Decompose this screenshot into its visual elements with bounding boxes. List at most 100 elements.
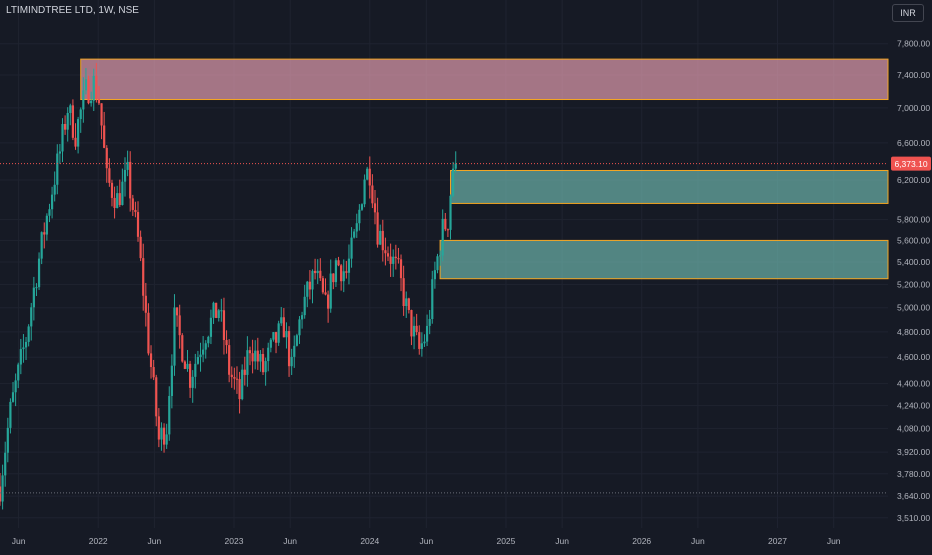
- candle-body: [175, 307, 179, 316]
- candle-body: [282, 317, 285, 338]
- candle-body: [373, 203, 377, 213]
- candle-body: [74, 137, 77, 147]
- candle-body: [58, 151, 61, 154]
- candle-body: [222, 310, 226, 341]
- candle-body: [371, 185, 374, 204]
- y-tick-label: 4,240.00: [897, 401, 930, 411]
- symbol-title: LTIMINDTREE LTD, 1W, NSE: [6, 5, 139, 16]
- y-tick-label: 5,000.00: [897, 303, 930, 313]
- candle-body: [277, 323, 280, 343]
- candle-body: [254, 350, 257, 362]
- candle-body: [350, 237, 353, 259]
- x-tick-label: 2022: [89, 536, 108, 546]
- candle-body: [202, 349, 205, 355]
- candle-body: [113, 197, 116, 208]
- candle-body: [402, 278, 405, 307]
- candle-body: [303, 296, 306, 316]
- y-axis: 3,510.00 3,640.00 3,780.00 3,920.00 4,080.00…: [897, 39, 930, 523]
- candle-body: [347, 258, 351, 273]
- candle-body: [152, 367, 155, 378]
- y-tick-label: 4,800.00: [897, 327, 930, 337]
- candle-body: [256, 350, 259, 362]
- candle-body: [4, 452, 7, 476]
- x-tick-label: Jun: [148, 536, 162, 546]
- candle-body: [84, 79, 88, 91]
- candle-body: [340, 265, 343, 282]
- candle-body: [407, 298, 410, 311]
- candle-body: [71, 105, 75, 138]
- y-tick-label: 6,600.00: [897, 138, 930, 148]
- currency-button[interactable]: INR: [892, 4, 924, 22]
- candle-body: [183, 361, 186, 369]
- candle-body: [0, 486, 2, 502]
- candle-body: [235, 378, 239, 380]
- candle-body: [431, 279, 434, 320]
- candle-body: [379, 230, 382, 245]
- candle-body: [308, 281, 311, 290]
- candle-body: [121, 181, 124, 205]
- candle-body: [118, 193, 121, 205]
- candle-body: [30, 307, 33, 327]
- y-tick-label: 7,400.00: [897, 70, 930, 80]
- candle-body: [280, 317, 283, 324]
- candle-body: [191, 376, 194, 388]
- candle-body: [186, 363, 189, 369]
- x-tick-label: Jun: [827, 536, 841, 546]
- candle-body: [327, 294, 330, 309]
- candle-body: [129, 161, 132, 199]
- candle-body: [399, 259, 403, 279]
- candle-body: [95, 75, 98, 100]
- candle-body: [126, 161, 129, 170]
- demand-zone-1: [450, 169, 889, 204]
- candle-body: [53, 184, 56, 195]
- candle-body: [449, 195, 452, 230]
- candle-body: [366, 168, 369, 180]
- candle-body: [358, 209, 361, 224]
- candle-body: [246, 350, 249, 375]
- candle-body: [136, 212, 140, 237]
- candle-body: [264, 361, 267, 373]
- x-tick-label: 2027: [768, 536, 787, 546]
- candle-body: [199, 354, 202, 358]
- candle-body: [66, 112, 69, 130]
- candle-body: [19, 349, 22, 365]
- candle-body: [394, 256, 397, 259]
- candle-body: [220, 310, 223, 312]
- candle-body: [420, 343, 423, 349]
- candle-body: [392, 256, 395, 264]
- x-tick-label: 2023: [225, 536, 244, 546]
- candle-body: [306, 281, 309, 297]
- candle-body: [410, 310, 413, 337]
- candle-body: [298, 319, 301, 336]
- candle-body: [425, 325, 429, 342]
- candle-body: [433, 270, 436, 280]
- candle-body: [267, 347, 270, 362]
- candles: [0, 62, 457, 510]
- candle-body: [423, 341, 426, 344]
- candle-body: [155, 377, 158, 417]
- x-tick-label: Jun: [283, 536, 297, 546]
- candle-body: [139, 236, 142, 259]
- candle-body: [56, 153, 59, 185]
- candle-body: [168, 396, 171, 435]
- candle-body: [368, 168, 371, 186]
- candle-body: [11, 392, 15, 402]
- candle-body: [100, 103, 103, 126]
- candle-body: [313, 270, 317, 274]
- y-tick-label: 5,200.00: [897, 279, 930, 289]
- y-tick-label: 4,080.00: [897, 423, 930, 433]
- supply-zone-0: [80, 58, 889, 101]
- candle-body: [90, 100, 93, 104]
- candle-body: [79, 109, 82, 120]
- candle-body: [97, 99, 101, 104]
- candle-body: [360, 204, 364, 210]
- candle-body: [444, 218, 447, 230]
- candle-body: [92, 75, 95, 101]
- x-tick-label: 2025: [496, 536, 515, 546]
- candle-body: [412, 325, 416, 337]
- candle-body: [6, 427, 9, 453]
- last-price-tag: 6,373.10: [891, 156, 931, 171]
- candle-body: [134, 209, 137, 213]
